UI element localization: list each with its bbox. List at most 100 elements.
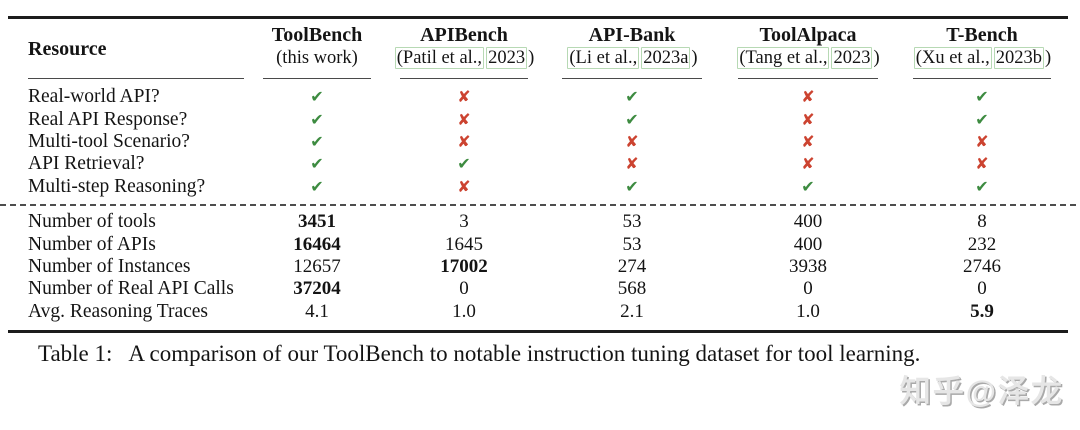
row-label: Number of tools xyxy=(28,211,156,233)
column-name-label: ToolBench xyxy=(271,24,363,46)
check-icon: ✔ xyxy=(975,109,989,129)
column-header-toolbench: ToolBench (this work) xyxy=(250,19,384,79)
cross-icon: ✘ xyxy=(801,131,815,151)
table-row-number-of-apis: Number of APIs 16464 1645 53 400 232 xyxy=(8,233,1068,255)
column-citation: (Tang et al., 2023) xyxy=(737,47,880,69)
stat-value: 2.1 xyxy=(620,300,644,322)
feature-value-cell: ✔ xyxy=(896,176,1068,198)
check-icon: ✔ xyxy=(310,109,324,129)
feature-value-cell: ✔ xyxy=(250,109,384,131)
stat-value: 232 xyxy=(967,233,997,255)
feature-value-cell: ✘ xyxy=(384,131,544,153)
check-icon: ✔ xyxy=(310,176,324,196)
caption-label: Table 1: xyxy=(38,341,113,366)
feature-rows-section: Real-world API? ✔ ✘ ✔ ✘ ✔ Real API Response? ✔ ✘… xyxy=(8,79,1068,201)
stat-value: 568 xyxy=(617,278,647,300)
feature-value-cell: ✔ xyxy=(896,109,1068,131)
citation-year-link[interactable]: 2023a xyxy=(641,47,691,69)
dashed-divider xyxy=(0,203,1076,206)
column-name-label: ToolAlpaca xyxy=(759,24,857,46)
column-name-label: API-Bank xyxy=(588,24,676,46)
check-icon: ✔ xyxy=(625,87,639,107)
feature-value-cell: ✘ xyxy=(720,131,896,153)
check-icon: ✔ xyxy=(801,176,815,196)
header-underline xyxy=(28,78,244,79)
caption-text: A comparison of our ToolBench to notable… xyxy=(128,341,921,366)
cross-icon: ✘ xyxy=(457,131,471,151)
table-row-real-world-api: Real-world API? ✔ ✘ ✔ ✘ ✔ xyxy=(8,86,1068,108)
table-header-row: Resource ToolBench (this work) APIBench (Pa… xyxy=(8,19,1068,79)
watermark-text: 知乎@泽龙 xyxy=(899,374,1064,409)
feature-value-cell: ✘ xyxy=(544,153,720,175)
feature-value-cell: ✔ xyxy=(544,109,720,131)
stat-value: 3 xyxy=(459,211,469,233)
stat-value: 53 xyxy=(622,211,642,233)
column-header-toolalpaca: ToolAlpaca (Tang et al., 2023) xyxy=(720,19,896,79)
feature-value-cell: ✘ xyxy=(720,86,896,108)
check-icon: ✔ xyxy=(310,87,324,107)
table-row-number-of-tools: Number of tools 3451 3 53 400 8 xyxy=(8,211,1068,233)
table-row-number-of-instances: Number of Instances 12657 17002 274 3938 2746 xyxy=(8,256,1068,278)
cross-icon: ✘ xyxy=(625,154,639,174)
check-icon: ✔ xyxy=(975,87,989,107)
cross-icon: ✘ xyxy=(625,131,639,151)
feature-value-cell: ✘ xyxy=(384,109,544,131)
table-row-avg-reasoning-traces: Avg. Reasoning Traces 4.1 1.0 2.1 1.0 5.9 xyxy=(8,301,1068,323)
citation-link[interactable]: (Patil et al., xyxy=(394,47,485,69)
feature-value-cell: ✘ xyxy=(720,153,896,175)
table-caption: Table 1: A comparison of our ToolBench to… xyxy=(38,341,920,367)
table-row-number-of-real-api-calls: Number of Real API Calls 37204 0 568 0 0 xyxy=(8,278,1068,300)
resource-header-label: Resource xyxy=(28,38,107,60)
row-label: API Retrieval? xyxy=(28,153,145,175)
column-citation: (Xu et al., 2023b) xyxy=(913,47,1052,69)
stat-value: 37204 xyxy=(293,278,341,300)
feature-value-cell: ✔ xyxy=(384,153,544,175)
feature-value-cell: ✔ xyxy=(544,176,720,198)
stat-value: 53 xyxy=(622,233,642,255)
cross-icon: ✘ xyxy=(975,154,989,174)
feature-value-cell: ✔ xyxy=(544,86,720,108)
stat-value: 16464 xyxy=(293,233,341,255)
stat-value: 0 xyxy=(803,278,813,300)
row-label: Avg. Reasoning Traces xyxy=(28,300,209,322)
citation-link[interactable]: (Tang et al., xyxy=(737,47,830,69)
row-label: Multi-step Reasoning? xyxy=(28,175,206,197)
stat-value: 3938 xyxy=(789,255,827,277)
citation-year-link[interactable]: 2023 xyxy=(831,47,873,69)
stat-value: 1.0 xyxy=(452,300,476,322)
stat-value: 17002 xyxy=(440,255,488,277)
column-header-api-bank: API-Bank (Li et al., 2023a) xyxy=(544,19,720,79)
cross-icon: ✘ xyxy=(801,154,815,174)
column-citation: (this work) xyxy=(276,48,358,68)
check-icon: ✔ xyxy=(457,154,471,174)
column-name-label: APIBench xyxy=(420,24,508,46)
row-label: Real-world API? xyxy=(28,86,160,108)
cross-icon: ✘ xyxy=(801,87,815,107)
cross-icon: ✘ xyxy=(457,176,471,196)
header-underline xyxy=(400,78,528,79)
citation-link[interactable]: (Xu et al., xyxy=(913,47,992,69)
table-row-real-api-response: Real API Response? ✔ ✘ ✔ ✘ ✔ xyxy=(8,108,1068,130)
stat-value: 400 xyxy=(793,233,823,255)
comparison-table: Resource ToolBench (this work) APIBench (Pa… xyxy=(0,16,1076,333)
cross-icon: ✘ xyxy=(801,109,815,129)
stat-value: 5.9 xyxy=(970,300,994,322)
stat-value: 12657 xyxy=(293,255,341,277)
stat-value: 4.1 xyxy=(305,300,329,322)
check-icon: ✔ xyxy=(310,131,324,151)
feature-value-cell: ✔ xyxy=(250,176,384,198)
citation-link[interactable]: (Li et al., xyxy=(567,47,640,69)
column-header-t-bench: T-Bench (Xu et al., 2023b) xyxy=(896,19,1068,79)
check-icon: ✔ xyxy=(625,109,639,129)
feature-value-cell: ✘ xyxy=(896,131,1068,153)
header-underline xyxy=(263,78,371,79)
stat-value: 2746 xyxy=(963,255,1001,277)
stat-value: 1645 xyxy=(445,233,483,255)
stat-value: 8 xyxy=(977,211,987,233)
feature-value-cell: ✔ xyxy=(250,86,384,108)
citation-year-link[interactable]: 2023b xyxy=(993,47,1045,69)
citation-year-link[interactable]: 2023 xyxy=(486,47,528,69)
feature-value-cell: ✔ xyxy=(720,176,896,198)
corner-header-cell: Resource xyxy=(8,19,250,79)
feature-value-cell: ✘ xyxy=(384,86,544,108)
